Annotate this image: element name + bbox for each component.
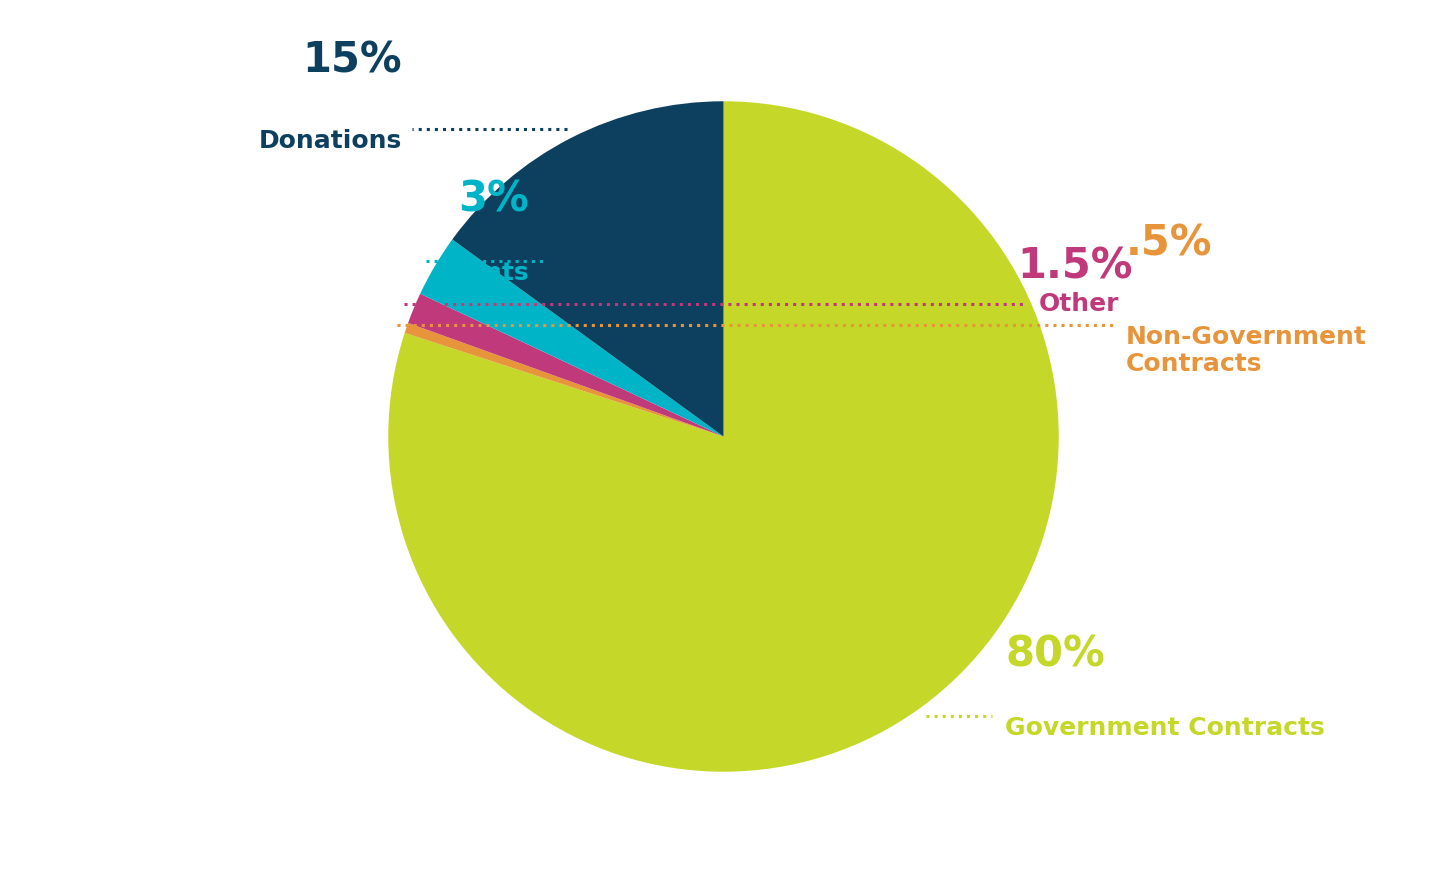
Text: 1.5%: 1.5% [1017,245,1133,287]
Wedge shape [453,101,724,436]
Text: Non-Government
Contracts: Non-Government Contracts [1126,325,1366,376]
Wedge shape [420,239,724,436]
Text: Other: Other [1039,292,1119,316]
Text: Government Contracts: Government Contracts [1006,716,1325,739]
Text: 15%: 15% [302,40,402,82]
Text: 3%: 3% [459,178,530,221]
Text: .5%: .5% [1126,223,1213,265]
Wedge shape [405,323,724,436]
Text: Donations: Donations [259,129,402,153]
Wedge shape [408,294,724,436]
Wedge shape [388,101,1059,772]
Text: 80%: 80% [1006,634,1106,676]
Text: Grants: Grants [434,261,530,285]
